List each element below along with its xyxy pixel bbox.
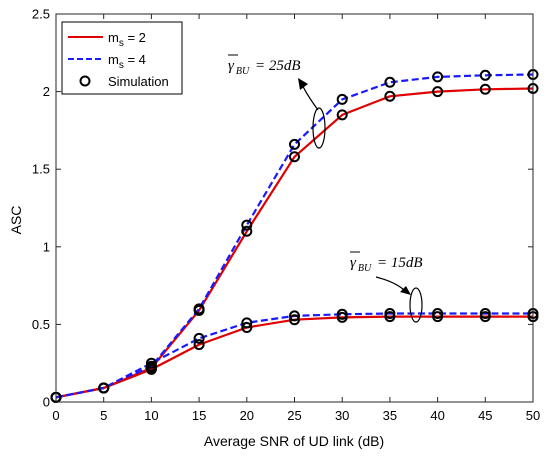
- sim-point-15dB-dashed-10: [145, 357, 157, 369]
- sim-point-25dB-dashed-40: [432, 71, 444, 83]
- x-tick-label-0: 0: [52, 408, 59, 423]
- sim-point-25dB-solid-35: [384, 90, 396, 102]
- sim-point-15dB-solid-25: [289, 314, 300, 326]
- sim-point-15dB-dashed-25: [289, 310, 300, 322]
- sim-point-25dB-dashed-30: [336, 93, 348, 105]
- sim-point-15dB-dashed-45: [479, 308, 491, 320]
- legend-entry-ms2: ms = 2: [108, 30, 146, 49]
- y-tick-label-1: 1: [43, 239, 50, 254]
- annotation-25db: γ BU = 25dB: [228, 54, 326, 149]
- x-axis-label: Average SNR of UD link (dB): [204, 433, 384, 449]
- sim-point-25dB-dashed-35: [384, 76, 396, 88]
- x-tick-label-15: 15: [192, 408, 206, 423]
- legend: ms = 2 ms = 4 Simulation: [61, 21, 183, 95]
- sim-point-25dB-dashed-15: [193, 303, 205, 315]
- annotation-15db-arrowhead: [400, 286, 411, 295]
- y-tick-label-0.5: 0.5: [32, 317, 50, 332]
- x-tick-label-5: 5: [100, 408, 107, 423]
- sim-point-15dB-dashed-35: [384, 308, 396, 320]
- annotation-15db-arrow: [375, 276, 405, 291]
- y-tick-label-2.5: 2.5: [32, 7, 50, 22]
- sim-point-15dB-solid-20: [241, 322, 253, 334]
- x-tick-label-25: 25: [287, 408, 301, 423]
- sim-point-15dB-dashed-5: [98, 382, 110, 394]
- annotation-15db: γ BU = 15dB: [350, 251, 423, 323]
- x-tick-label-45: 45: [478, 408, 492, 423]
- sim-point-25dB-dashed-45: [479, 69, 491, 81]
- series-line-15dB-dashed: [55, 312, 533, 399]
- y-tick-label-1.5: 1.5: [32, 162, 50, 177]
- series-line-25dB-solid: [55, 87, 534, 399]
- sim-point-15dB-dashed-15: [193, 332, 205, 344]
- sim-point-15dB-solid-15: [193, 339, 205, 351]
- x-tick-label-40: 40: [430, 408, 444, 423]
- y-tick-label-2: 2: [43, 84, 50, 99]
- annotation-25db-label: γ BU = 25dB: [228, 58, 301, 77]
- sim-point-15dB-solid-10: [145, 363, 157, 375]
- sim-point-25dB-solid-45: [479, 83, 491, 95]
- x-tick-label-35: 35: [383, 408, 397, 423]
- y-axis-label: ASC: [8, 206, 24, 235]
- sim-point-25dB-solid-25: [289, 151, 300, 163]
- x-tick-label-50: 50: [526, 408, 540, 423]
- y-tick-label-0: 0: [43, 395, 50, 410]
- annotation-25db-arrowhead: [298, 78, 308, 90]
- annotation-25db-ellipse: [312, 107, 326, 149]
- annotation-25db-arrow: [301, 83, 319, 111]
- annotation-15db-label: γ BU = 15dB: [350, 255, 423, 274]
- legend-entry-simulation: Simulation: [108, 74, 169, 89]
- x-tick-label-30: 30: [335, 408, 349, 423]
- sim-point-25dB-dashed-20: [241, 219, 253, 231]
- sim-point-15dB-dashed-40: [432, 308, 444, 320]
- sim-point-25dB-solid-30: [336, 109, 348, 121]
- sim-point-15dB-dashed-30: [336, 308, 348, 320]
- series-line-25dB-dashed: [55, 73, 534, 399]
- annotation-15db-ellipse: [409, 287, 423, 323]
- series-line-15dB-solid: [55, 315, 533, 399]
- sim-point-25dB-solid-40: [432, 86, 444, 98]
- sim-point-15dB-dashed-20: [241, 317, 253, 329]
- legend-entry-ms4: ms = 4: [108, 52, 146, 71]
- sim-point-25dB-dashed-25: [289, 138, 300, 150]
- x-tick-label-10: 10: [144, 408, 158, 423]
- x-tick-label-20: 20: [240, 408, 254, 423]
- plot-area: [50, 69, 539, 403]
- sim-point-25dB-solid-20: [241, 225, 253, 237]
- axes: 0 5 10 15 20 25 30 35 40 45 50 0 0.5 1 1.5 2 2.5: [32, 7, 540, 424]
- legend-marker-simulation: [79, 75, 91, 87]
